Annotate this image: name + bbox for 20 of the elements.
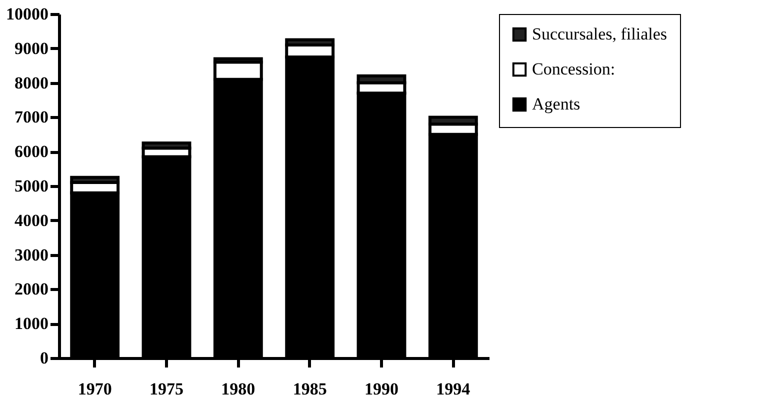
y-tick-label: 5000 [14, 176, 48, 196]
x-tick-label: 1994 [436, 380, 471, 398]
legend-label: Agents [532, 94, 580, 114]
y-tick-label: 9000 [14, 38, 48, 58]
x-tick-label: 1990 [364, 380, 398, 398]
y-tick-label: 3000 [14, 245, 48, 264]
y-tick-label: 4000 [14, 210, 48, 230]
y-tick-label: 2000 [14, 280, 48, 299]
x-tick-label: 1980 [221, 380, 256, 398]
y-tick-label: 7000 [14, 108, 48, 127]
y-tick-label: 8000 [14, 73, 48, 92]
x-tick-label: 1970 [78, 380, 112, 398]
y-tick-label: 1000 [14, 314, 48, 334]
y-tick-label: 6000 [14, 142, 48, 162]
x-tick-label: 1975 [150, 380, 184, 398]
y-tick-label: 0 [40, 348, 48, 368]
x-tick-label: 1985 [292, 380, 327, 398]
legend-label: Succursales, filiales [532, 24, 668, 44]
y-tick-label: 10000 [6, 4, 48, 24]
legend-label: Concession: [532, 60, 616, 78]
